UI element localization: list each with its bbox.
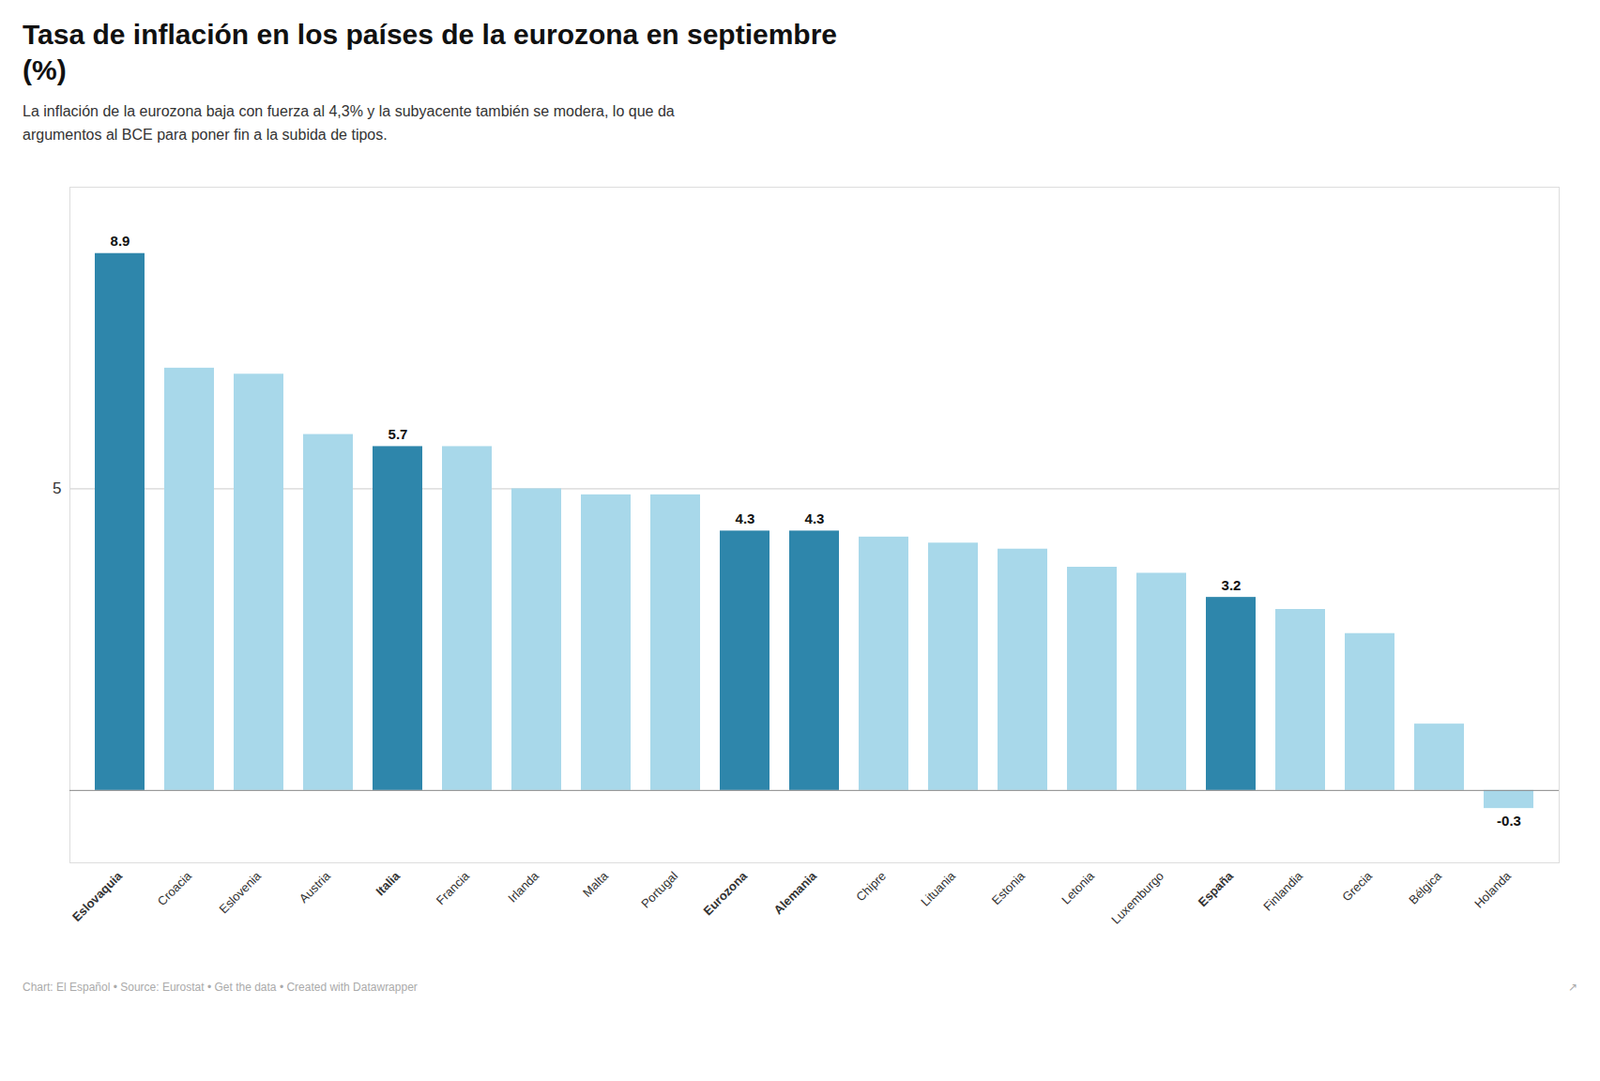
svg-text:Grecia: Grecia	[1339, 868, 1375, 904]
svg-text:Italia: Italia	[373, 868, 404, 899]
svg-text:Lituania: Lituania	[917, 868, 959, 909]
svg-text:Alemania: Alemania	[771, 868, 821, 917]
svg-text:Austria: Austria	[296, 868, 335, 906]
svg-text:Finlandia: Finlandia	[1260, 868, 1306, 914]
svg-text:Francia: Francia	[433, 868, 473, 908]
svg-text:Malta: Malta	[579, 868, 612, 900]
svg-text:Chipre: Chipre	[853, 868, 889, 904]
html-text:Chart: El Español • Source: Eu: Chart: El Español • Source: Eurostat • G…	[22, 980, 418, 994]
svg-text:-0.3: -0.3	[1496, 812, 1522, 829]
svg-text:Estonia: Estonia	[989, 868, 1029, 908]
svg-text:Croacia: Croacia	[154, 868, 196, 909]
svg-text:Holanda: Holanda	[1471, 868, 1514, 911]
svg-text:Luxemburgo: Luxemburgo	[1108, 868, 1167, 927]
svg-text:Letonia: Letonia	[1058, 868, 1098, 907]
svg-text:Eslovenia: Eslovenia	[216, 868, 265, 916]
svg-text:8.9: 8.9	[110, 232, 131, 249]
svg-text:Irlanda: Irlanda	[504, 868, 542, 905]
svg-text:4.3: 4.3	[735, 510, 756, 527]
svg-text:3.2: 3.2	[1221, 576, 1242, 593]
html-text:Tasa de inflación en los paíse: Tasa de inflación en los países de la eu…	[22, 18, 838, 85]
html-text:La inflación de la eurozona ba: La inflación de la eurozona baja con fue…	[22, 103, 675, 143]
svg-text:Bélgica: Bélgica	[1405, 868, 1445, 907]
svg-text:España: España	[1195, 868, 1237, 910]
svg-text:5: 5	[52, 479, 61, 498]
svg-text:5.7: 5.7	[388, 426, 409, 442]
svg-text:Portugal: Portugal	[638, 868, 681, 911]
svg-text:Eslovaquia: Eslovaquia	[69, 868, 126, 925]
svg-text:Eurozona: Eurozona	[700, 868, 751, 918]
svg-text:4.3: 4.3	[805, 510, 825, 527]
